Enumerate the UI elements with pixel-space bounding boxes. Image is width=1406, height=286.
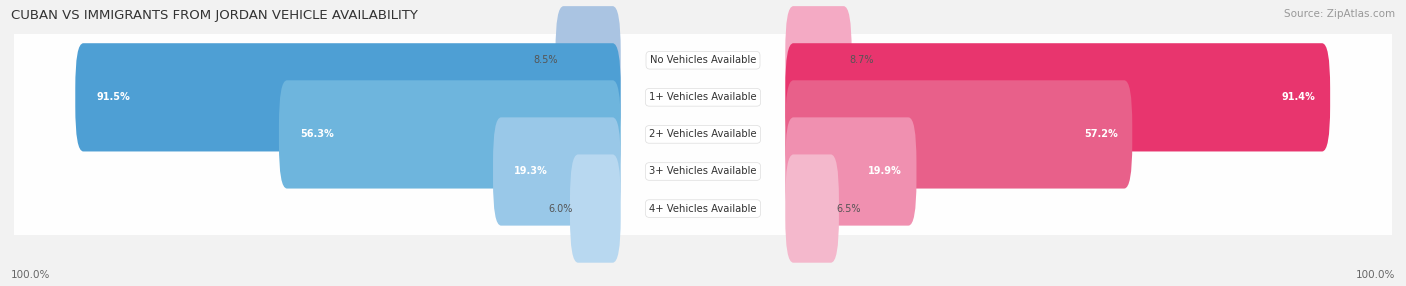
Text: 100.0%: 100.0%: [1355, 270, 1395, 280]
Text: Source: ZipAtlas.com: Source: ZipAtlas.com: [1284, 9, 1395, 19]
FancyBboxPatch shape: [786, 80, 1132, 188]
Text: 3+ Vehicles Available: 3+ Vehicles Available: [650, 166, 756, 176]
FancyBboxPatch shape: [786, 43, 1330, 152]
FancyBboxPatch shape: [11, 0, 1395, 142]
Text: 6.0%: 6.0%: [548, 204, 572, 214]
Text: 57.2%: 57.2%: [1084, 130, 1118, 139]
Text: 8.7%: 8.7%: [849, 55, 873, 65]
Text: 4+ Vehicles Available: 4+ Vehicles Available: [650, 204, 756, 214]
Text: 56.3%: 56.3%: [301, 130, 335, 139]
FancyBboxPatch shape: [11, 90, 1395, 253]
FancyBboxPatch shape: [786, 6, 852, 114]
Text: 100.0%: 100.0%: [11, 270, 51, 280]
Text: 19.9%: 19.9%: [868, 166, 901, 176]
FancyBboxPatch shape: [11, 127, 1395, 286]
Text: 6.5%: 6.5%: [837, 204, 860, 214]
FancyBboxPatch shape: [569, 154, 620, 263]
Text: No Vehicles Available: No Vehicles Available: [650, 55, 756, 65]
Text: 91.4%: 91.4%: [1282, 92, 1316, 102]
FancyBboxPatch shape: [76, 43, 620, 152]
Text: 19.3%: 19.3%: [515, 166, 548, 176]
Text: 1+ Vehicles Available: 1+ Vehicles Available: [650, 92, 756, 102]
Text: CUBAN VS IMMIGRANTS FROM JORDAN VEHICLE AVAILABILITY: CUBAN VS IMMIGRANTS FROM JORDAN VEHICLE …: [11, 9, 418, 21]
FancyBboxPatch shape: [278, 80, 620, 188]
FancyBboxPatch shape: [11, 53, 1395, 216]
Text: 91.5%: 91.5%: [97, 92, 131, 102]
FancyBboxPatch shape: [555, 6, 620, 114]
FancyBboxPatch shape: [786, 154, 839, 263]
Text: 2+ Vehicles Available: 2+ Vehicles Available: [650, 130, 756, 139]
FancyBboxPatch shape: [494, 117, 620, 226]
FancyBboxPatch shape: [786, 117, 917, 226]
Text: 8.5%: 8.5%: [534, 55, 558, 65]
FancyBboxPatch shape: [11, 16, 1395, 179]
